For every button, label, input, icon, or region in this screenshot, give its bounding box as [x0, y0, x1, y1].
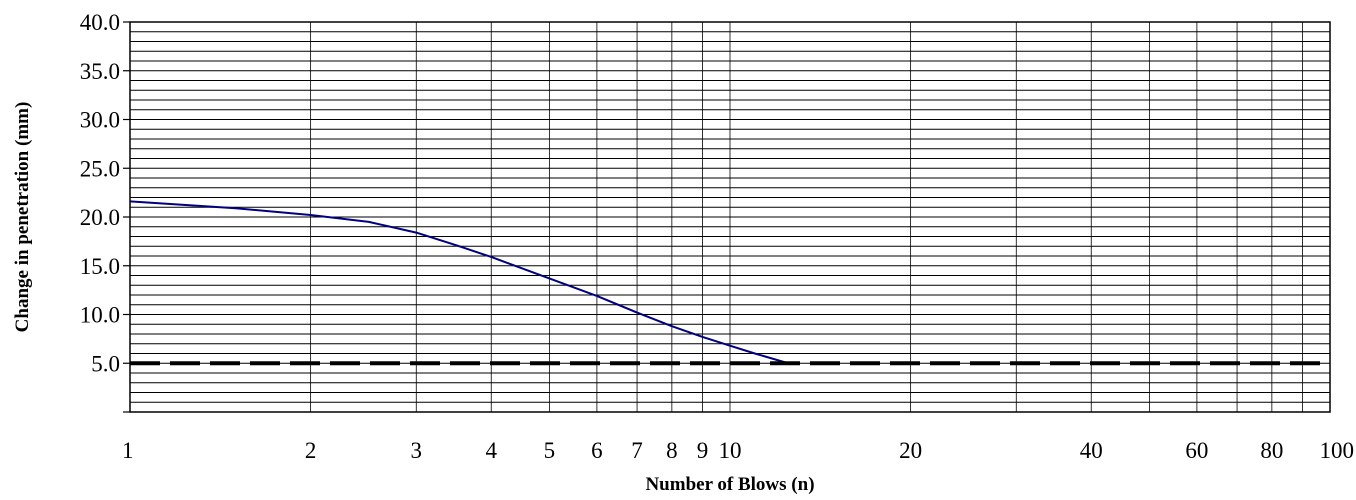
x-tick-label: 60: [1185, 438, 1208, 463]
x-tick-label: 40: [1080, 438, 1103, 463]
x-tick-label: 2: [305, 438, 317, 463]
x-tick-label: 20: [899, 438, 922, 463]
y-tick-label: 40.0: [80, 10, 120, 35]
y-tick-label: 30.0: [80, 108, 120, 133]
y-tick-label: 15.0: [80, 254, 120, 279]
frame-layer: [123, 21, 1331, 413]
y-tick-label: 5.0: [91, 351, 120, 376]
penetration-curve: [129, 200, 789, 365]
x-tick-label: 4: [485, 438, 497, 463]
y-tick-label: 35.0: [80, 59, 120, 84]
x-axis-title: Number of Blows (n): [645, 474, 814, 495]
y-tick-label: 10.0: [80, 303, 120, 328]
label-layer: 5.0 10.0 15.0 20.0 25.0 30.0 35.0 40.0 1 2 3 4 5 6 7 8 9…: [80, 10, 1354, 463]
x-tick-label: 6: [591, 438, 603, 463]
x-tick-label: 10: [719, 438, 742, 463]
plot-frame: [129, 21, 1331, 413]
y-tick-label: 20.0: [80, 205, 120, 230]
y-tick-label: 25.0: [80, 156, 120, 181]
grid-layer: [130, 21, 1330, 412]
x-tick-label: 8: [666, 438, 678, 463]
x-tick-label: 7: [631, 438, 643, 463]
series-layer: [129, 200, 1330, 366]
x-tick-label: 100: [1320, 438, 1355, 463]
x-tick-label: 1: [122, 438, 134, 463]
y-axis-title: Change in penetration (mm): [12, 102, 33, 333]
x-tick-label: 9: [697, 438, 709, 463]
x-tick-label: 5: [544, 438, 556, 463]
x-tick-label: 3: [411, 438, 423, 463]
x-tick-label: 80: [1260, 438, 1283, 463]
